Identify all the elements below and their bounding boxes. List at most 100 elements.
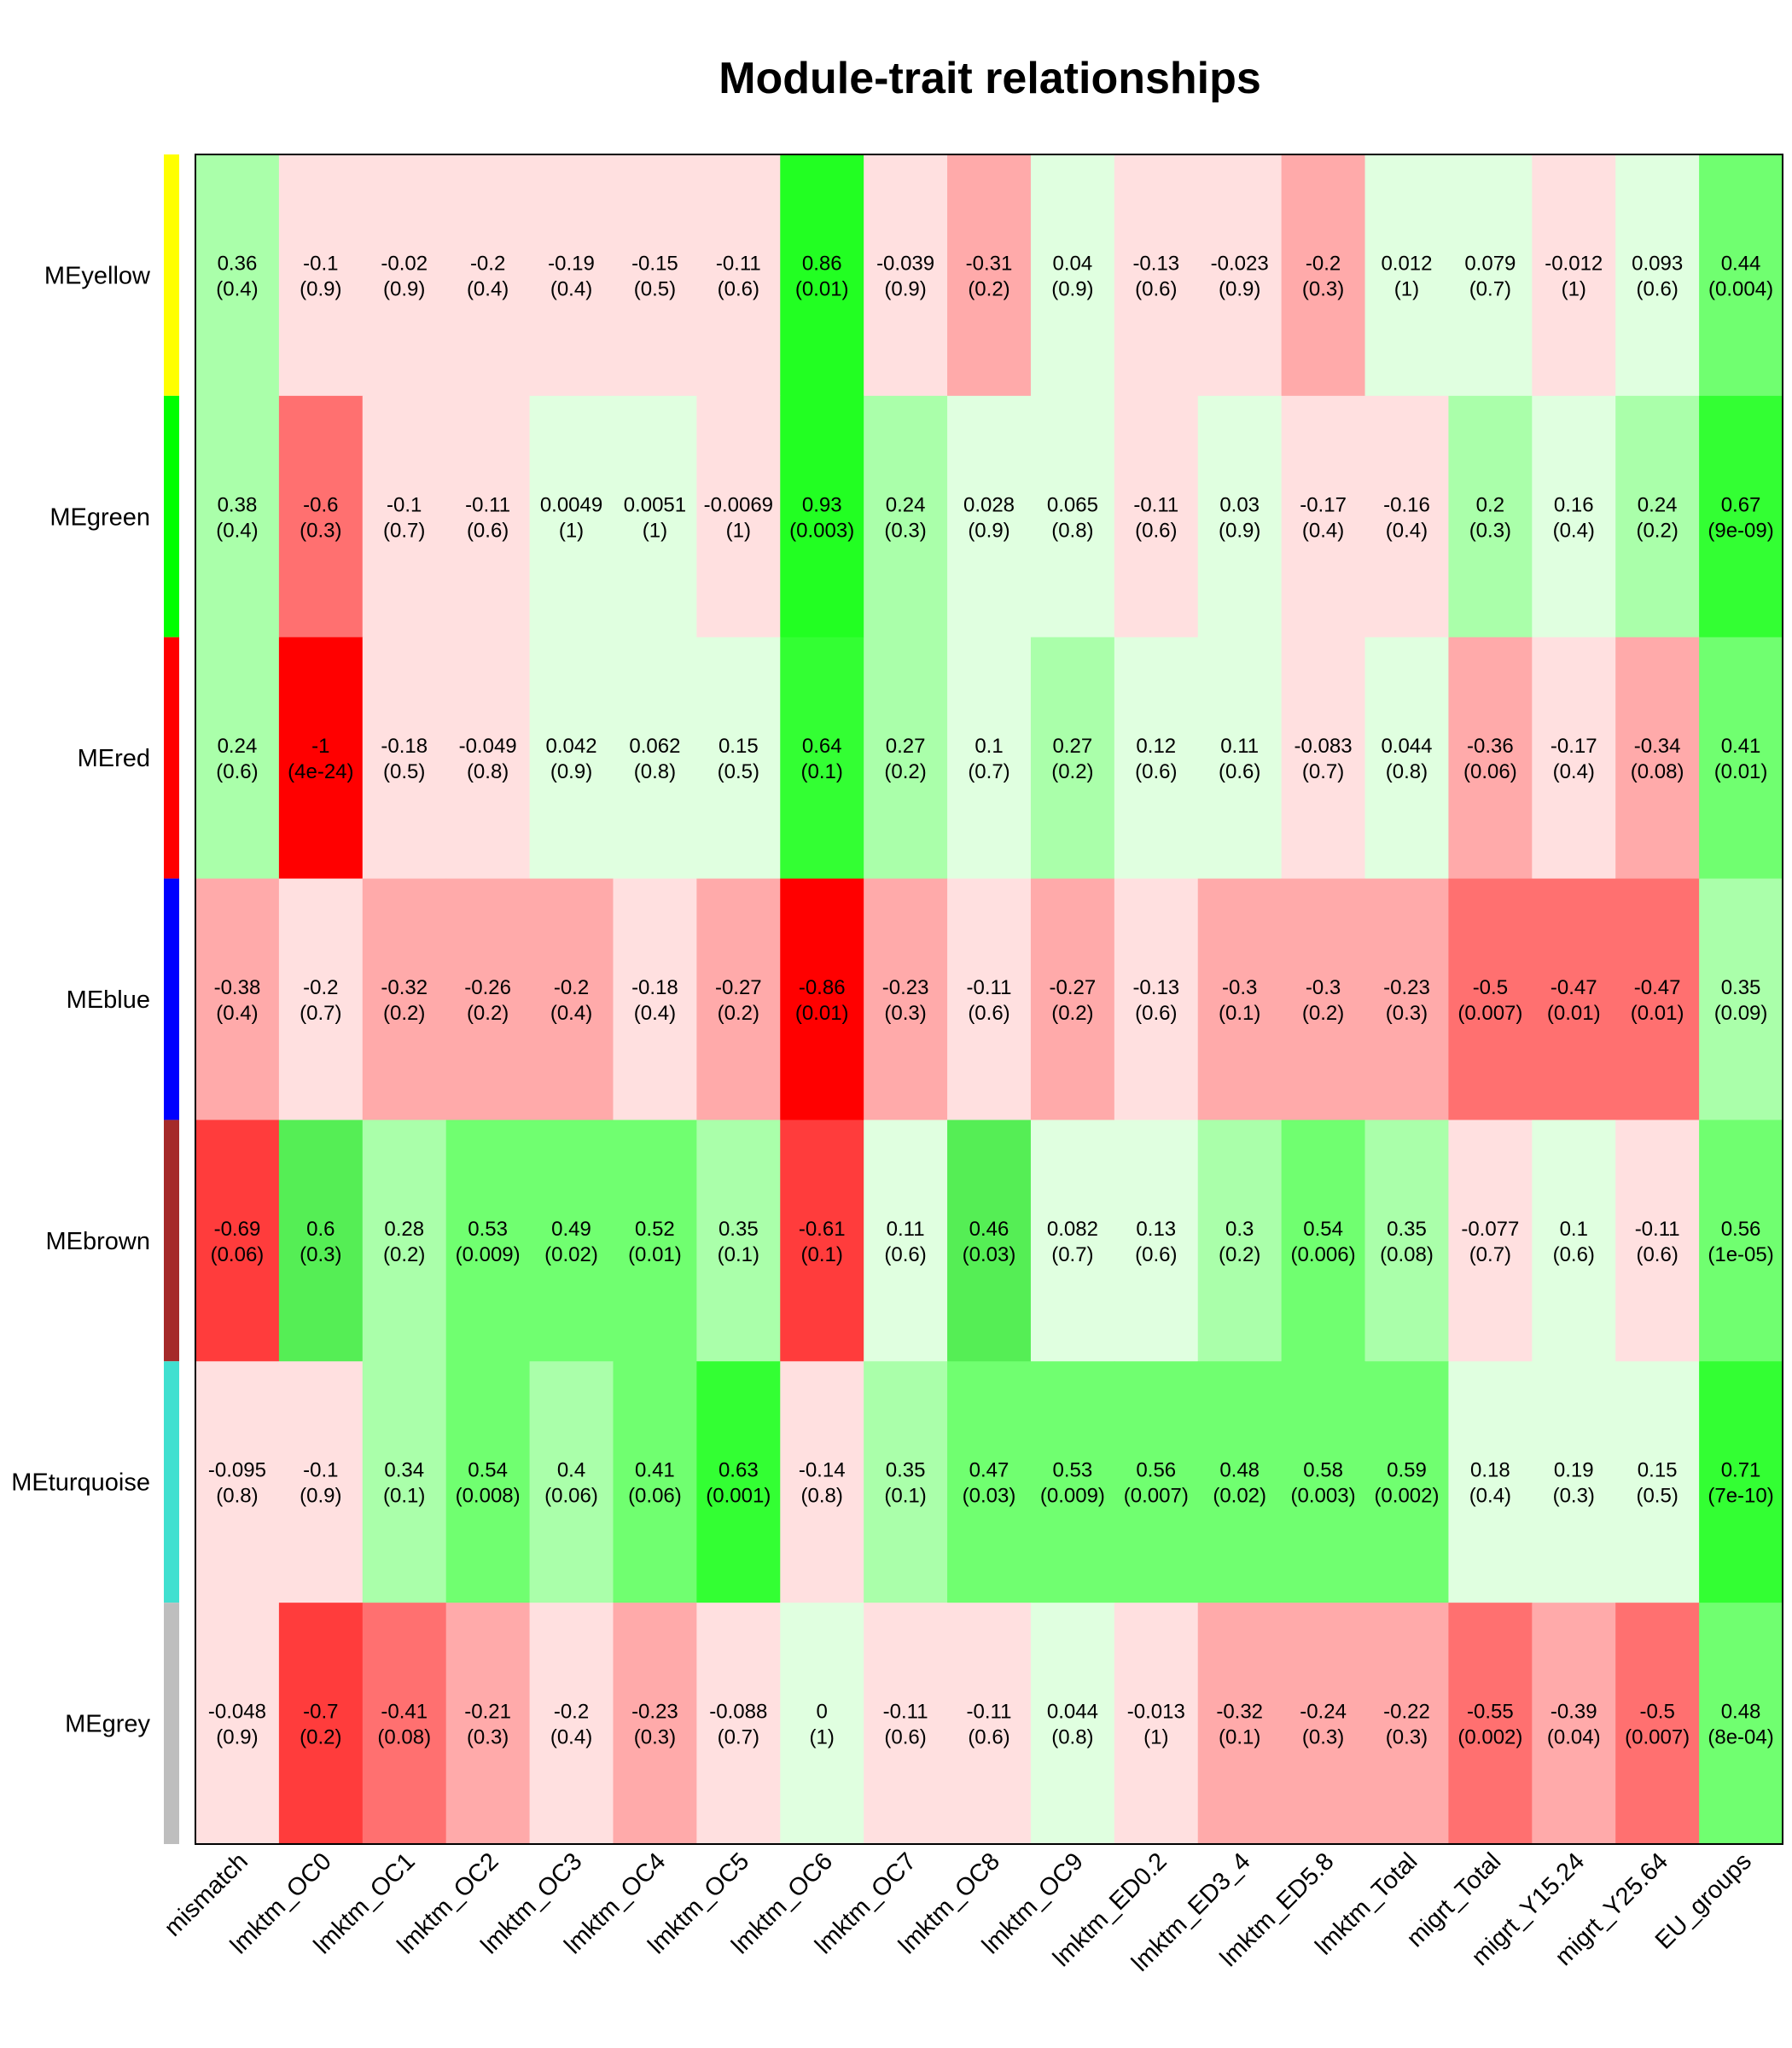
heatmap-cell[interactable] [1615, 1603, 1700, 1845]
heatmap-cell[interactable] [1448, 1361, 1533, 1603]
heatmap-cell[interactable] [529, 1361, 614, 1603]
heatmap-cell[interactable] [278, 1361, 364, 1603]
heatmap-cell[interactable] [696, 637, 781, 880]
heatmap-cell[interactable] [1532, 1603, 1616, 1845]
heatmap-cell[interactable] [1030, 637, 1115, 880]
heatmap-cell[interactable] [1699, 1120, 1783, 1362]
heatmap-cell[interactable] [1364, 1361, 1449, 1603]
heatmap-cell[interactable] [1532, 1361, 1616, 1603]
heatmap-cell[interactable] [1532, 637, 1616, 880]
heatmap-cell[interactable] [864, 637, 948, 880]
heatmap-cell[interactable] [1197, 1603, 1283, 1845]
heatmap-cell[interactable] [1114, 395, 1199, 638]
heatmap-cell[interactable] [947, 1603, 1032, 1845]
heatmap-cell[interactable] [278, 637, 364, 880]
heatmap-cell[interactable] [1448, 1603, 1533, 1845]
heatmap-cell[interactable] [1197, 395, 1283, 638]
heatmap-cell[interactable] [445, 1361, 531, 1603]
heatmap-cell[interactable] [696, 1361, 781, 1603]
heatmap-cell[interactable] [947, 395, 1032, 638]
heatmap-cell[interactable] [1281, 878, 1366, 1120]
heatmap-cell[interactable] [445, 1603, 531, 1845]
heatmap-cell[interactable] [1030, 1361, 1115, 1603]
heatmap-cell[interactable] [1281, 637, 1366, 880]
heatmap-cell[interactable] [445, 154, 531, 397]
heatmap-cell[interactable] [1448, 154, 1533, 397]
heatmap-cell[interactable] [529, 1120, 614, 1362]
heatmap-cell[interactable] [362, 637, 447, 880]
heatmap-cell[interactable] [864, 1603, 948, 1845]
heatmap-cell[interactable] [1615, 154, 1700, 397]
heatmap-cell[interactable] [696, 395, 781, 638]
heatmap-cell[interactable] [1699, 395, 1783, 638]
heatmap-cell[interactable] [1364, 878, 1449, 1120]
heatmap-cell[interactable] [696, 1120, 781, 1362]
heatmap-cell[interactable] [278, 878, 364, 1120]
heatmap-cell[interactable] [1197, 878, 1283, 1120]
heatmap-cell[interactable] [947, 1361, 1032, 1603]
heatmap-cell[interactable] [362, 1603, 447, 1845]
heatmap-cell[interactable] [1532, 1120, 1616, 1362]
heatmap-cell[interactable] [1197, 637, 1283, 880]
heatmap-cell[interactable] [1364, 395, 1449, 638]
heatmap-cell[interactable] [1030, 1603, 1115, 1845]
heatmap-cell[interactable] [1532, 154, 1616, 397]
heatmap-cell[interactable] [529, 1603, 614, 1845]
heatmap-cell[interactable] [1364, 1120, 1449, 1362]
heatmap-cell[interactable] [1364, 1603, 1449, 1845]
heatmap-cell[interactable] [195, 878, 280, 1120]
heatmap-cell[interactable] [780, 1120, 864, 1362]
heatmap-cell[interactable] [529, 637, 614, 880]
heatmap-cell[interactable] [864, 1120, 948, 1362]
heatmap-cell[interactable] [613, 154, 697, 397]
heatmap-cell[interactable] [1532, 395, 1616, 638]
heatmap-cell[interactable] [1448, 637, 1533, 880]
heatmap-cell[interactable] [1197, 1120, 1283, 1362]
heatmap-cell[interactable] [864, 395, 948, 638]
heatmap-cell[interactable] [362, 878, 447, 1120]
heatmap-cell[interactable] [1114, 637, 1199, 880]
heatmap-cell[interactable] [445, 395, 531, 638]
heatmap-cell[interactable] [613, 878, 697, 1120]
heatmap-cell[interactable] [947, 154, 1032, 397]
heatmap-cell[interactable] [947, 878, 1032, 1120]
heatmap-cell[interactable] [1364, 154, 1449, 397]
heatmap-cell[interactable] [947, 1120, 1032, 1362]
heatmap-cell[interactable] [780, 1361, 864, 1603]
heatmap-cell[interactable] [613, 1120, 697, 1362]
heatmap-cell[interactable] [195, 637, 280, 880]
heatmap-cell[interactable] [1197, 1361, 1283, 1603]
heatmap-cell[interactable] [1281, 395, 1366, 638]
heatmap-cell[interactable] [1699, 1603, 1783, 1845]
heatmap-cell[interactable] [1448, 395, 1533, 638]
heatmap-cell[interactable] [1699, 637, 1783, 880]
heatmap-cell[interactable] [278, 1120, 364, 1362]
heatmap-cell[interactable] [780, 637, 864, 880]
heatmap-cell[interactable] [780, 1603, 864, 1845]
heatmap-cell[interactable] [780, 878, 864, 1120]
heatmap-cell[interactable] [613, 637, 697, 880]
heatmap-cell[interactable] [1281, 1361, 1366, 1603]
heatmap-cell[interactable] [780, 395, 864, 638]
heatmap-cell[interactable] [1699, 878, 1783, 1120]
heatmap-cell[interactable] [1615, 1120, 1700, 1362]
heatmap-cell[interactable] [529, 878, 614, 1120]
heatmap-cell[interactable] [1114, 1120, 1199, 1362]
heatmap-cell[interactable] [1030, 395, 1115, 638]
heatmap-cell[interactable] [278, 395, 364, 638]
heatmap-cell[interactable] [1281, 1603, 1366, 1845]
heatmap-cell[interactable] [1114, 1361, 1199, 1603]
heatmap-cell[interactable] [362, 395, 447, 638]
heatmap-cell[interactable] [1030, 154, 1115, 397]
heatmap-cell[interactable] [613, 395, 697, 638]
heatmap-cell[interactable] [613, 1603, 697, 1845]
heatmap-cell[interactable] [195, 395, 280, 638]
heatmap-cell[interactable] [1615, 395, 1700, 638]
heatmap-cell[interactable] [780, 154, 864, 397]
heatmap-cell[interactable] [445, 637, 531, 880]
heatmap-cell[interactable] [195, 1603, 280, 1845]
heatmap-cell[interactable] [864, 154, 948, 397]
heatmap-cell[interactable] [1114, 878, 1199, 1120]
heatmap-cell[interactable] [613, 1361, 697, 1603]
heatmap-cell[interactable] [445, 1120, 531, 1362]
